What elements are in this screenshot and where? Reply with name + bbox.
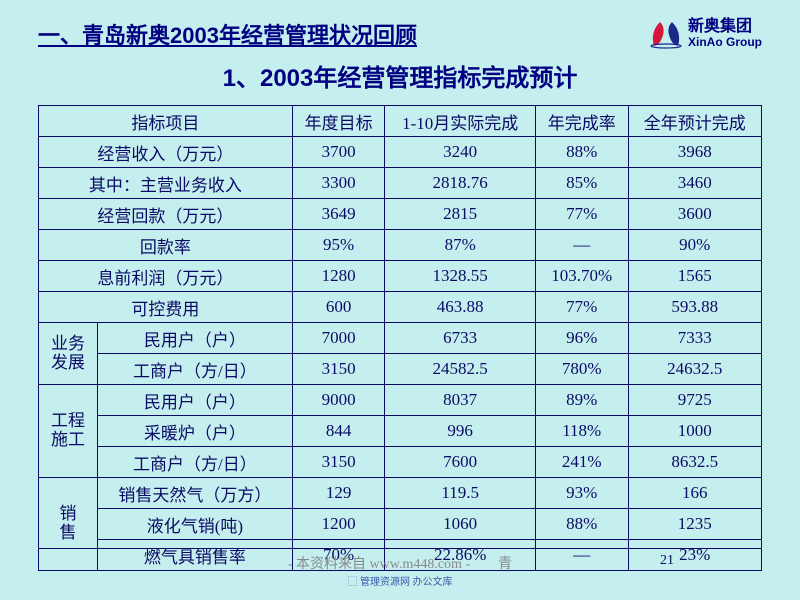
logo-icon [648, 18, 684, 50]
table-row: 工程施工民用户（户）9000803789%9725 [39, 385, 762, 416]
table-row: 工商户（方/日）315024582.5780%24632.5 [39, 354, 762, 385]
slide-header-title: 一、青岛新奥2003年经营管理状况回顾 [38, 18, 417, 50]
logo-text-cn: 新奥集团 [688, 19, 762, 36]
table-row: 销售销售天然气（万方）129119.593%166 [39, 478, 762, 509]
footer-source: - 本资料来自 www.m448.com - 青 ⬚ 管理资源网 办公文库 [140, 553, 660, 590]
table-row: 工商户（方/日）31507600241%8632.5 [39, 447, 762, 478]
page-number: 21 [660, 553, 720, 590]
table-row: 业务发展民用户（户）7000673396%7333 [39, 323, 762, 354]
company-logo: 新奥集团 XinAo Group [648, 18, 762, 50]
table-row: 可控费用600463.8877%593.88 [39, 292, 762, 323]
table-row: 经营收入（万元）3700324088%3968 [39, 137, 762, 168]
table-header-row: 指标项目年度目标1-10月实际完成年完成率全年预计完成 [39, 106, 762, 137]
metrics-table: 指标项目年度目标1-10月实际完成年完成率全年预计完成经营收入（万元）37003… [38, 105, 762, 571]
logo-text-en: XinAo Group [688, 35, 762, 49]
slide-subtitle: 1、2003年经营管理指标完成预计 [38, 58, 762, 93]
table-row: 回款率95%87%—90% [39, 230, 762, 261]
table-row: 经营回款（万元）3649281577%3600 [39, 199, 762, 230]
table-row: 采暖炉（户）844996118%1000 [39, 416, 762, 447]
table-row: 液化气销(吨)1200106088%1235 [39, 509, 762, 540]
table-row: 息前利润（万元）12801328.55103.70%1565 [39, 261, 762, 292]
footer-small-logo: ⬚ 管理资源网 办公文库 [348, 577, 453, 588]
table-row: 其中：主营业务收入33002818.7685%3460 [39, 168, 762, 199]
